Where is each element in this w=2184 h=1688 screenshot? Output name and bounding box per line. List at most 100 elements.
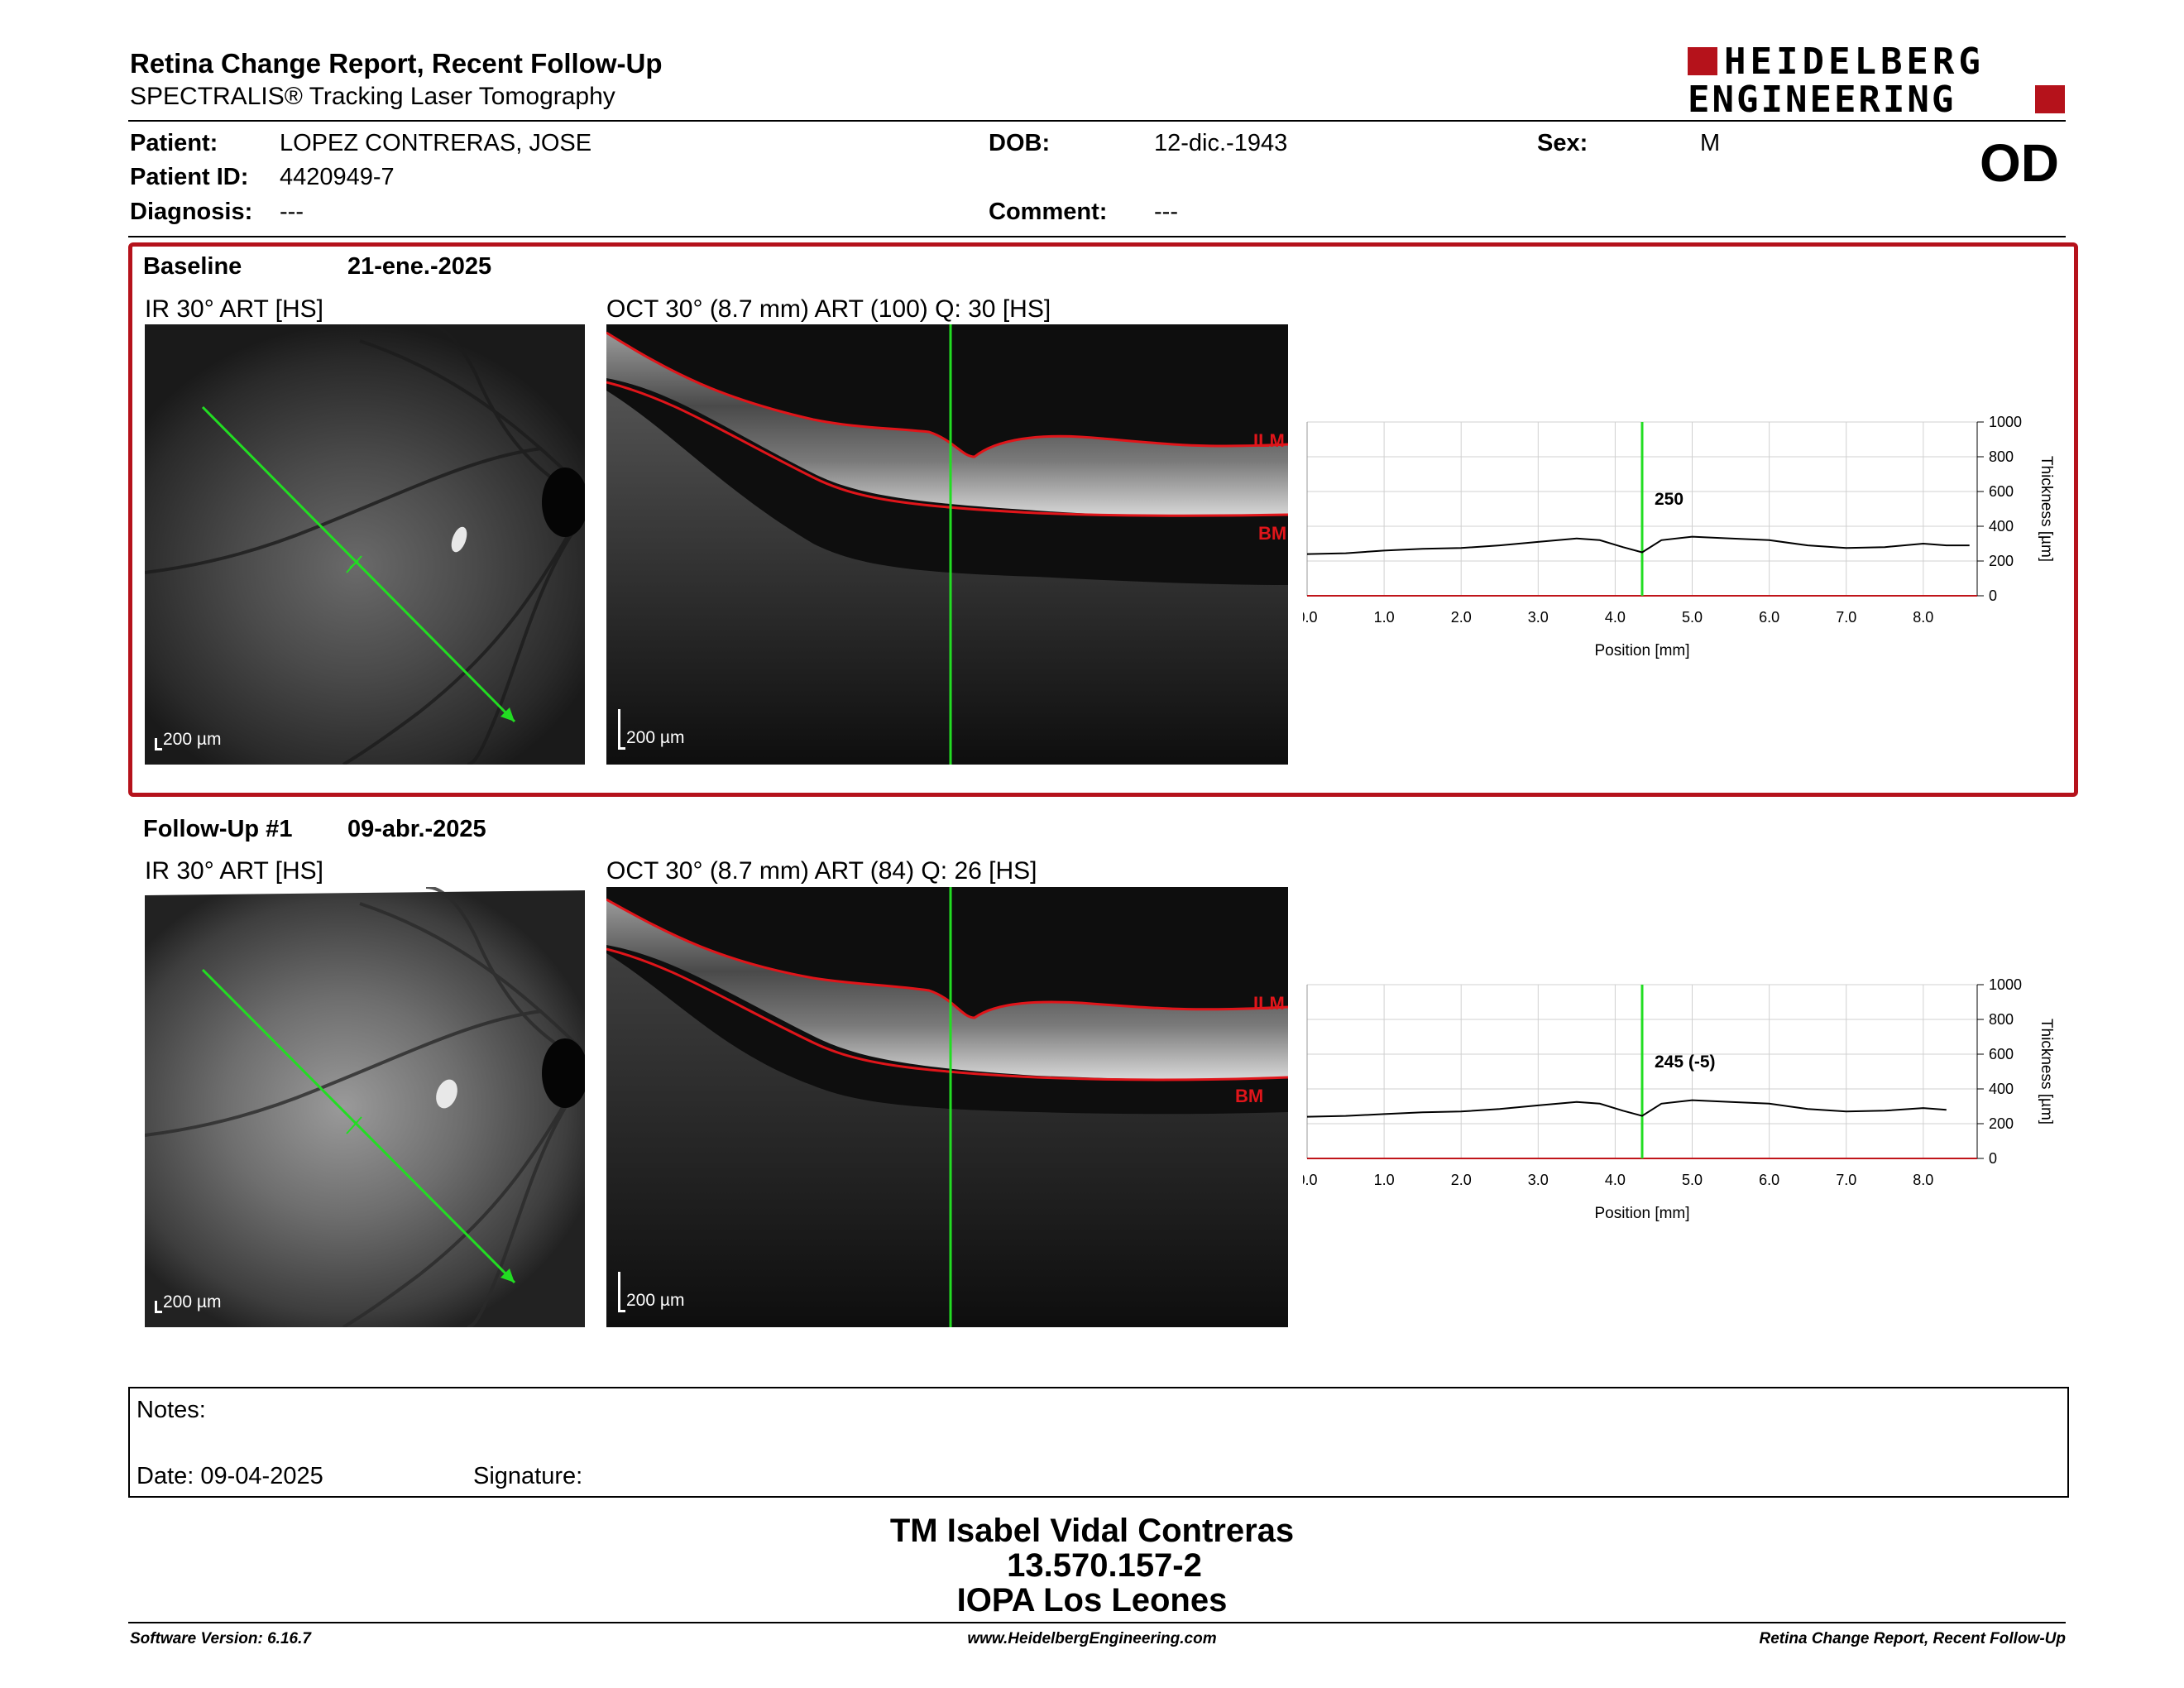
followup-bm-label: BM xyxy=(1235,1086,1264,1106)
followup-ir-image[interactable]: 200 µm xyxy=(145,887,585,1327)
baseline-oct-title: OCT 30° (8.7 mm) ART (100) Q: 30 [HS] xyxy=(606,295,1051,323)
patient-name: LOPEZ CONTRERAS, JOSE xyxy=(280,130,592,156)
footer-software: Software Version: 6.16.7 xyxy=(130,1630,311,1647)
y-axis-label: Thickness [µm] xyxy=(2038,456,2055,562)
followup-oct-image[interactable]: ILM BM 200 µm xyxy=(606,887,1288,1327)
followup-ir-title: IR 30° ART [HS] xyxy=(145,857,323,885)
logo-square-bottom xyxy=(2035,85,2065,113)
baseline-thickness-value: 250 xyxy=(1655,490,1684,509)
y-tick-label: 600 xyxy=(1989,1046,2014,1062)
y-tick-label: 1000 xyxy=(1989,414,2022,430)
baseline-ir-scale-bar xyxy=(155,738,162,750)
y-axis-label: Thickness [µm] xyxy=(2038,1019,2055,1125)
y-tick-label: 800 xyxy=(1989,1011,2014,1028)
baseline-oct-scale-bar xyxy=(618,709,625,750)
report-title: Retina Change Report, Recent Follow-Up xyxy=(130,48,663,79)
baseline-oct-svg xyxy=(606,324,1288,765)
sex-value: M xyxy=(1700,130,1721,156)
baseline-ilm-label: ILM xyxy=(1253,430,1285,451)
followup-oct-svg xyxy=(606,887,1288,1327)
dob-label: DOB: xyxy=(989,130,1051,156)
thickness-line xyxy=(1306,1099,1947,1118)
y-tick-label: 600 xyxy=(1989,483,2014,500)
followup-oct-scale: 200 µm xyxy=(626,1291,685,1310)
logo-square-top xyxy=(1688,47,1717,75)
signer-name: TM Isabel Vidal Contreras xyxy=(889,1513,1295,1549)
x-tick-label: 5.0 xyxy=(1682,1172,1703,1188)
followup-ir-scale: 200 µm xyxy=(163,1292,222,1312)
followup-ilm-label: ILM xyxy=(1253,993,1285,1014)
x-tick-label: 6.0 xyxy=(1759,1172,1779,1188)
baseline-oct-image[interactable]: ILM BM 200 µm xyxy=(606,324,1288,765)
y-tick-label: 400 xyxy=(1989,518,2014,535)
baseline-thickness-chart: 0.0 1.0 2.0 3.0 4.0 5.0 6.0 7.0 8.0 0 200 400 600 800… xyxy=(1303,414,2055,659)
x-tick-label: 3.0 xyxy=(1528,1172,1549,1188)
notes-date: Date: 09-04-2025 xyxy=(136,1463,323,1489)
x-tick-label: 7.0 xyxy=(1836,1172,1856,1188)
signer-org: IOPA Los Leones xyxy=(956,1582,1228,1618)
x-tick-label: 5.0 xyxy=(1682,609,1703,626)
x-tick-label: 3.0 xyxy=(1528,609,1549,626)
x-tick-label: 0.0 xyxy=(1303,609,1318,626)
x-tick-label: 1.0 xyxy=(1374,609,1395,626)
x-tick-label: 1.0 xyxy=(1374,1172,1395,1188)
followup-ir-svg xyxy=(145,887,585,1327)
diagnosis-value: --- xyxy=(280,199,304,225)
followup-thickness-chart: 0.0 1.0 2.0 3.0 4.0 5.0 6.0 7.0 8.0 0 200 400 600 800… xyxy=(1303,976,2055,1222)
footer-website[interactable]: www.HeidelbergEngineering.com xyxy=(967,1630,1217,1647)
x-tick-label: 4.0 xyxy=(1605,609,1626,626)
x-tick-label: 7.0 xyxy=(1836,609,1856,626)
x-tick-label: 0.0 xyxy=(1303,1172,1318,1188)
baseline-frame xyxy=(128,242,2078,797)
heidelberg-logo: HEIDELBERG ENGINEERING xyxy=(1688,41,2068,121)
x-axis-label: Position [mm] xyxy=(1594,1205,1689,1222)
y-tick-label: 200 xyxy=(1989,553,2014,569)
x-tick-label: 2.0 xyxy=(1451,1172,1472,1188)
y-tick-label: 0 xyxy=(1989,1150,1997,1167)
baseline-ir-title: IR 30° ART [HS] xyxy=(145,295,323,323)
patient-id-label: Patient ID: xyxy=(130,164,249,190)
baseline-label: Baseline xyxy=(143,253,242,280)
x-tick-label: 4.0 xyxy=(1605,1172,1626,1188)
logo-text-2: ENGINEERING xyxy=(1688,79,1956,121)
followup-label: Follow-Up #1 xyxy=(143,816,293,842)
y-tick-label: 0 xyxy=(1989,587,1997,604)
x-tick-label: 6.0 xyxy=(1759,609,1779,626)
followup-thickness-value: 245 (-5) xyxy=(1655,1053,1716,1072)
header-divider xyxy=(128,120,2066,122)
notes-label: Notes: xyxy=(136,1397,206,1423)
followup-date: 09-abr.-2025 xyxy=(347,816,486,842)
patient-divider xyxy=(128,236,2066,237)
followup-oct-title: OCT 30° (8.7 mm) ART (84) Q: 26 [HS] xyxy=(606,857,1037,885)
x-tick-label: 2.0 xyxy=(1451,609,1472,626)
followup-oct-scale-bar xyxy=(618,1272,625,1312)
dob-value: 12-dic.-1943 xyxy=(1154,130,1288,156)
diagnosis-label: Diagnosis: xyxy=(130,199,253,225)
y-tick-label: 1000 xyxy=(1989,976,2022,993)
x-axis-label: Position [mm] xyxy=(1594,642,1689,659)
signature-label: Signature: xyxy=(473,1463,583,1489)
notes-box[interactable]: Notes: Date: 09-04-2025 Signature: xyxy=(128,1387,2069,1498)
baseline-date: 21-ene.-2025 xyxy=(347,253,492,280)
y-tick-label: 200 xyxy=(1989,1115,2014,1132)
footer-divider xyxy=(128,1622,2066,1623)
patient-label: Patient: xyxy=(130,130,218,156)
thickness-line xyxy=(1306,535,1970,555)
baseline-ir-image[interactable]: 200 µm xyxy=(145,324,585,765)
logo-text-1: HEIDELBERG xyxy=(1724,41,1985,83)
comment-value: --- xyxy=(1154,199,1178,225)
signer-id: 13.570.157-2 xyxy=(1007,1547,1202,1584)
sex-label: Sex: xyxy=(1537,130,1588,156)
followup-ir-scale-bar xyxy=(155,1301,162,1313)
eye-label: OD xyxy=(1980,133,2059,193)
baseline-bm-label: BM xyxy=(1258,523,1287,544)
x-tick-label: 8.0 xyxy=(1913,609,1933,626)
y-tick-label: 400 xyxy=(1989,1081,2014,1097)
footer-report: Retina Change Report, Recent Follow-Up xyxy=(1759,1630,2066,1647)
y-tick-label: 800 xyxy=(1989,448,2014,465)
report-subtitle: SPECTRALIS® Tracking Laser Tomography xyxy=(130,83,615,110)
patient-id: 4420949-7 xyxy=(280,164,395,190)
baseline-ir-scale: 200 µm xyxy=(163,730,222,749)
baseline-ir-svg xyxy=(145,324,585,765)
comment-label: Comment: xyxy=(989,199,1108,225)
